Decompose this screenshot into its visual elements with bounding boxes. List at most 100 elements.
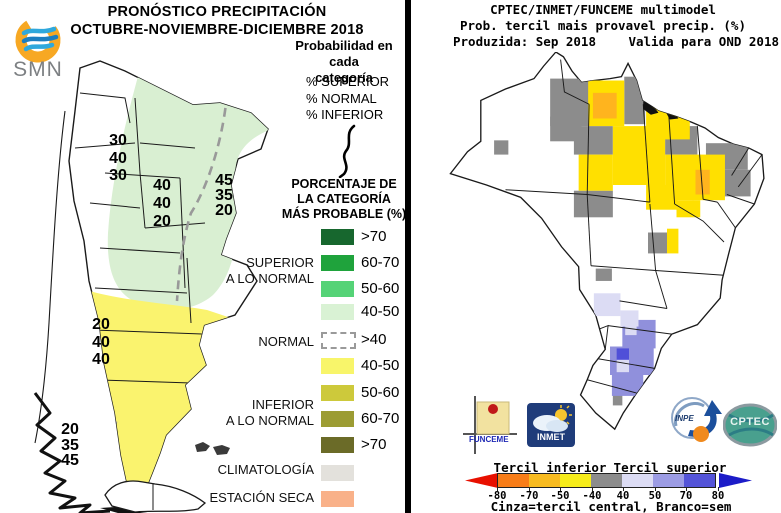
group-label-superior-l2: A LO NORMAL [225,271,314,286]
scale-swatch-inf-70 [321,437,354,453]
scale-swatch-sup-60-70 [321,255,354,271]
brace-icon [338,124,356,178]
scale-swatch-climatologia [321,465,354,481]
group-label-normal: NORMAL [258,334,314,349]
group-label-superior: SUPERIOR A LO NORMAL [200,255,314,287]
colorbar-seg-m50-m40 [560,474,591,487]
cptec-logo-icon [723,403,777,447]
right-title-line3: Produzida: Sep 2018 Valida para OND 2018 [453,34,779,49]
legend-subtitle-line1: PORCENTAJE DE [291,177,397,191]
value-c-sup: 40 [153,177,171,194]
tick-50: 50 [648,490,662,502]
tick-m80: -80 [487,490,507,502]
scale-label: 60-70 [361,410,400,427]
legend-header-line2: categoría [315,70,373,85]
colorbar-seg-50-70 [653,474,684,487]
funceme-logo-icon [463,396,517,454]
value-ne-inf: 20 [215,202,233,219]
left-title-line1: PRONÓSTICO PRECIPITACIÓN [107,4,327,20]
tick-m50: -50 [550,490,570,502]
inmet-logo-text: INMET [537,432,565,442]
valid-label: Valida para OND 2018 [628,34,779,49]
value-ne-sup: 45 [215,172,233,189]
tick-mark [560,487,561,491]
legend-subtitle: PORCENTAJE DE LA CATEGORÍA MÁS PROBABLE … [281,177,407,222]
value-pn-sup: 20 [92,316,110,333]
tick-80: 80 [711,490,725,502]
scale-swatch-sup-50-60 [321,281,354,297]
produced-label: Produzida: Sep 2018 [453,34,596,49]
forecast-cells [494,59,763,406]
scale-label: >70 [361,228,387,245]
group-label-inferior: INFERIOR A LO NORMAL [200,397,314,429]
value-ps-sup: 20 [61,421,79,438]
cptec-logo-text: CPTEC [730,416,770,428]
tercil-inferior-label: Tercil inferior [493,460,607,475]
value-nw-sup: 30 [109,132,127,149]
value-c-nor: 40 [153,195,171,212]
legend-subtitle-line2: LA CATEGORÍA [297,192,391,206]
scale-label: 60-70 [361,254,400,271]
colorbar-left-arrow [465,473,498,488]
inmet-logo-icon [527,403,575,447]
colorbar-seg-40-50 [622,474,653,487]
province-borders [74,92,206,384]
scale-label: 40-50 [361,357,400,374]
tick-40: 40 [616,490,630,502]
colorbar-seg-central [591,474,622,487]
scale-swatch-estacion-seca [321,491,354,507]
legend-category-list: % SUPERIOR % NORMAL % INFERIOR [306,74,389,124]
scale-swatch-normal-40 [321,332,356,349]
value-pn-nor: 40 [92,334,110,351]
colorbar-note: Cinza=tercil central, Branco=sem previsa… [490,499,732,513]
scale-swatch-sup-40-50 [321,304,354,320]
left-title: PRONÓSTICO PRECIPITACIÓN OCTUBRE-NOVIEMB… [42,3,392,39]
tick-mark [686,487,687,491]
funceme-logo-text: FUNCEME [469,435,509,444]
legend-cat-superior: % SUPERIOR [306,74,390,89]
right-title-line1: CPTEC/INMET/FUNCEME multimodel [490,2,716,17]
inpe-logo-icon [671,397,722,442]
value-ps-nor: 35 [61,437,79,454]
group-label-climatologia: CLIMATOLOGÍA [217,462,314,477]
scale-label: >70 [361,436,387,453]
cptec-brazil-panel: CPTEC/INMET/FUNCEME multimodel Prob. ter… [413,0,781,513]
inpe-logo-text: INPE [675,414,694,423]
right-title: CPTEC/INMET/FUNCEME multimodel Prob. ter… [438,2,768,34]
group-label-inferior-l1: INFERIOR [251,397,314,412]
colorbar [497,473,716,488]
malvinas-islands [195,442,230,455]
scale-label: 50-60 [361,384,400,401]
smn-argentina-panel: SMN PRONÓSTICO PRECIPITACIÓN OCTUBRE-NOV… [13,3,407,513]
tierra-del-fuego [104,480,207,513]
smn-logo-text: SMN [13,58,63,81]
tick-m70: -70 [519,490,539,502]
group-label-inferior-l2: A LO NORMAL [225,413,314,428]
value-nw-inf: 30 [109,167,127,184]
colorbar-seg-m80-m70 [498,474,529,487]
tick-mark [529,487,530,491]
normal-boundary-dashed-ne [175,92,229,302]
group-label-estacion-seca: ESTACIÓN SECA [209,490,314,505]
scale-swatch-inf-50-60 [321,385,354,401]
colorbar-seg-70-80 [684,474,715,487]
smn-logo-icon [15,17,61,63]
tercil-superior-label: Tercil superior [613,460,727,475]
scale-swatch-sup-70 [321,229,354,245]
legend-cat-inferior: % INFERIOR [306,107,384,122]
right-title-line2: Prob. tercil mais provavel precip. (%) [460,18,746,33]
left-title-line2: OCTUBRE-NOVIEMBRE-DICIEMBRE 2018 [70,22,364,38]
value-pn-inf: 40 [92,351,110,368]
value-ps-inf: 45 [61,452,79,469]
tick-70: 70 [679,490,693,502]
tick-mark [623,487,624,491]
tick-mark [592,487,593,491]
value-nw-nor: 40 [109,150,127,167]
legend-subtitle-line3: MÁS PROBABLE (%) [281,207,407,221]
state-borders [505,59,763,394]
tick-mark [655,487,656,491]
tick-mark [497,487,498,491]
tick-m40: -40 [582,490,602,502]
value-ne-nor: 35 [215,187,233,204]
